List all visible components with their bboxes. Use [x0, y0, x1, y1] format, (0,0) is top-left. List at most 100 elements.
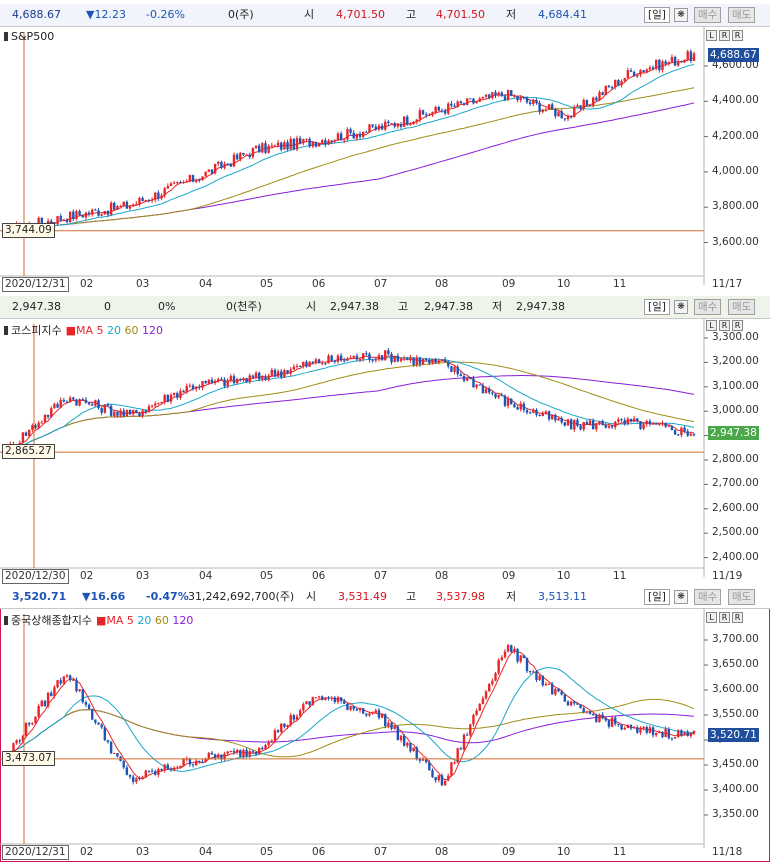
candle-body — [157, 768, 160, 775]
candle-body — [232, 750, 236, 753]
candle-body — [31, 723, 34, 725]
scale-left-icon[interactable]: L — [706, 30, 717, 41]
y-tick-label: 3,350.00 — [712, 808, 759, 820]
buy-button[interactable]: 매수 — [694, 589, 722, 605]
candle-body — [506, 398, 510, 406]
candle-body — [522, 97, 526, 99]
settings-icon[interactable]: ❋ — [674, 300, 688, 314]
candle-body — [598, 714, 601, 722]
y-tick-label: 3,800.00 — [712, 200, 759, 213]
scale-left-icon[interactable]: L — [706, 320, 717, 331]
chart-title: S&P500 — [4, 30, 54, 43]
scale-lock-icon[interactable]: R — [732, 612, 743, 623]
candle-body — [573, 419, 576, 430]
candle-body — [245, 378, 248, 383]
price: 2,947.38 — [12, 300, 61, 313]
candle-body — [431, 112, 434, 116]
candle-body — [254, 752, 258, 755]
candle-body — [150, 199, 154, 201]
candle-body — [569, 419, 573, 430]
scale-right-icon[interactable]: R — [719, 320, 730, 331]
ma-legend-item: ■MA — [95, 614, 124, 627]
candle-body — [141, 777, 144, 779]
y-tick-label: 3,000.00 — [712, 404, 759, 417]
candle-body — [15, 740, 18, 744]
candle-body — [503, 96, 507, 100]
candle-body — [421, 759, 425, 761]
candle-body — [636, 74, 639, 77]
candle-body — [131, 410, 135, 415]
candle-body — [116, 411, 119, 416]
candle-body — [37, 706, 40, 717]
candle-body — [258, 747, 261, 755]
ma-legend-item: 120 — [168, 614, 194, 627]
candle-body — [232, 154, 236, 167]
candle-body — [636, 418, 639, 422]
low-label: 저 — [506, 590, 517, 603]
candle-body — [667, 61, 670, 64]
candle-body — [418, 110, 422, 120]
open-value: 2,947.38 — [330, 300, 379, 313]
candle-body — [547, 104, 551, 110]
period-selector[interactable]: [일] — [644, 7, 670, 23]
candle-body — [330, 355, 333, 361]
chart-title-text: 코스피지수 — [11, 324, 62, 337]
ma-120-line — [3, 375, 695, 457]
chart-canvas[interactable] — [0, 296, 770, 585]
scale-lock-icon[interactable]: R — [732, 30, 743, 41]
candle-body — [273, 730, 277, 741]
sell-button[interactable]: 매도 — [728, 299, 756, 315]
chart-canvas[interactable] — [0, 4, 770, 293]
candle-body — [453, 105, 456, 107]
candle-body — [617, 79, 620, 86]
open-label: 시 — [306, 590, 317, 603]
candle-body — [522, 655, 526, 658]
period-selector[interactable]: [일] — [644, 589, 670, 605]
scale-right-icon[interactable]: R — [719, 30, 730, 41]
settings-icon[interactable]: ❋ — [674, 8, 688, 22]
candle-body — [160, 401, 163, 403]
candle-body — [428, 762, 431, 771]
candle-body — [510, 645, 513, 652]
candle-body — [194, 760, 198, 766]
y-tick-label: 3,650.00 — [712, 658, 759, 670]
candle-body — [576, 105, 579, 107]
candle-body — [528, 671, 532, 673]
chart-canvas[interactable] — [0, 586, 770, 862]
x-tick-label: 11 — [613, 278, 627, 290]
candle-body — [478, 98, 481, 102]
ma-legend: ■MA 5 20 60 120 — [96, 614, 193, 627]
sell-button[interactable]: 매도 — [728, 7, 756, 23]
candle-body — [292, 366, 296, 370]
sell-button[interactable]: 매도 — [728, 589, 756, 605]
scale-right-icon[interactable]: R — [719, 612, 730, 623]
candle-body — [343, 360, 346, 362]
candle-body — [34, 425, 37, 428]
candle-body — [157, 402, 160, 404]
candle-body — [484, 691, 488, 699]
ma-20-line — [3, 666, 695, 772]
period-selector[interactable]: [일] — [644, 299, 670, 315]
scale-lock-icon[interactable]: R — [732, 320, 743, 331]
settings-icon[interactable]: ❋ — [674, 590, 688, 604]
candle-body — [213, 163, 217, 174]
candle-body — [280, 371, 283, 377]
candle-body — [264, 376, 267, 380]
candle-body — [677, 730, 680, 738]
candle-body — [380, 355, 384, 361]
candle-body — [513, 648, 516, 652]
candle-body — [333, 360, 337, 362]
candle-body — [220, 754, 223, 760]
scale-left-icon[interactable]: L — [706, 612, 717, 623]
candle-body — [87, 212, 91, 215]
buy-button[interactable]: 매수 — [694, 299, 722, 315]
buy-button[interactable]: 매수 — [694, 7, 722, 23]
x-tick-label: 04 — [199, 570, 213, 582]
candle-body — [116, 206, 119, 210]
x-tick-label: 03 — [136, 570, 150, 582]
candle-body — [87, 704, 91, 710]
y-tick-label: 3,600.00 — [712, 235, 759, 248]
candle-body — [176, 182, 179, 184]
candle-body — [182, 182, 185, 184]
candle-body — [670, 57, 674, 62]
